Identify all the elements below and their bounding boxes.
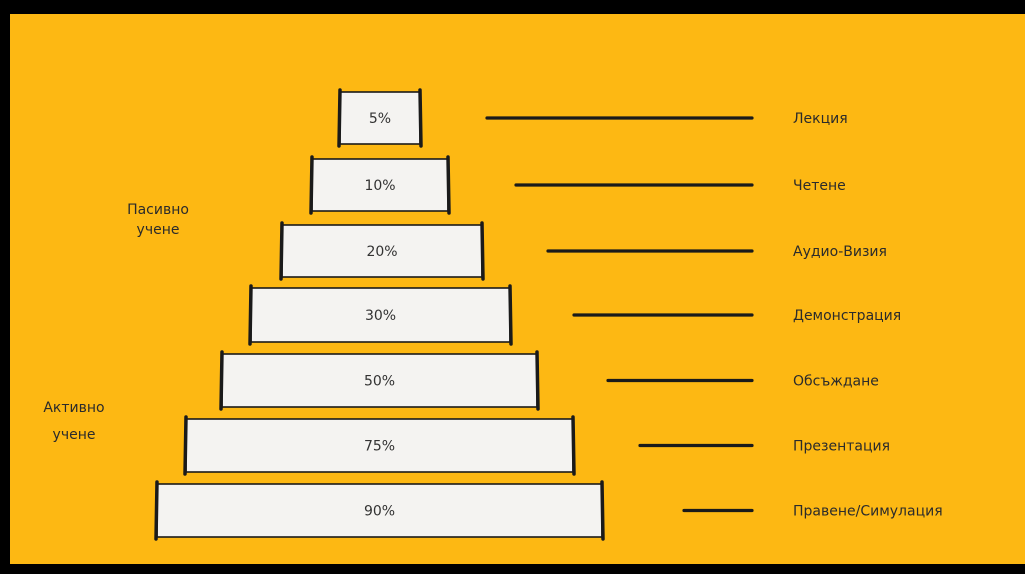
pyramid-step-method: Демонстрация [793,308,901,324]
pyramid-step-method: Четене [793,178,846,194]
pyramid-step: 75% Презентация [183,415,890,476]
pyramid-step-right-edge [600,480,605,541]
pyramid-step-box [221,353,538,408]
pyramid-step: 10% Четене [309,155,846,215]
pyramid-step-right-edge [418,88,423,148]
pyramid-step-percent: 90% [364,504,395,520]
pyramid-step-percent: 30% [365,308,396,324]
pyramid-step-box [311,158,449,212]
pyramid-step-left-edge [337,88,342,148]
pyramid-step: 90% Правене/Симулация [154,480,943,541]
group-label-active-line1: Активно [43,400,104,416]
pyramid-step-method: Лекция [793,111,848,127]
pyramid-step-right-edge [446,155,451,215]
pyramid-step-method: Правене/Симулация [793,504,943,520]
diagram-background [10,14,1025,564]
pyramid-step-left-edge [183,415,188,476]
pyramid-step: 50% Обсъждане [219,350,879,411]
pyramid-step-percent: 5% [369,111,391,127]
pyramid-step: 5% Лекция [337,88,848,148]
pyramid-step-method: Аудио-Визия [793,244,887,260]
pyramid-step-left-edge [154,480,159,541]
learning-pyramid-diagram: Пасивно учене Активно учене 5% Лекция 10% Ч… [10,14,1025,564]
pyramid-step-right-edge [480,221,485,281]
pyramid-steps: 5% Лекция 10% Четене 20% Аудио-Визия 30% Демонс… [154,88,943,541]
pyramid-step-left-edge [219,350,224,411]
pyramid-step-percent: 20% [366,244,397,260]
group-label-passive-line2: учене [137,222,180,238]
group-label-passive: Пасивно учене [127,202,189,238]
pyramid-step-right-edge [571,415,576,476]
pyramid-step-method: Обсъждане [793,374,879,390]
pyramid-step-box [250,287,511,343]
pyramid-step-box [156,483,603,538]
group-label-active-line2: учене [53,427,96,443]
pyramid-step-percent: 10% [364,178,395,194]
pyramid-svg: Пасивно учене Активно учене 5% Лекция 10% Ч… [10,14,1025,564]
pyramid-step-right-edge [535,350,540,411]
group-label-passive-line1: Пасивно [127,202,189,218]
pyramid-step: 20% Аудио-Визия [279,221,887,281]
pyramid-step-right-edge [508,284,513,346]
group-label-active: Активно учене [43,400,104,443]
pyramid-step-left-edge [248,284,253,346]
pyramid-step-box [281,224,483,278]
pyramid-step-left-edge [279,221,284,281]
pyramid-step-method: Презентация [793,439,890,455]
pyramid-step-left-edge [309,155,314,215]
pyramid-step-box [185,418,574,473]
pyramid-step-percent: 75% [364,439,395,455]
pyramid-step: 30% Демонстрация [248,284,901,346]
pyramid-step-percent: 50% [364,374,395,390]
